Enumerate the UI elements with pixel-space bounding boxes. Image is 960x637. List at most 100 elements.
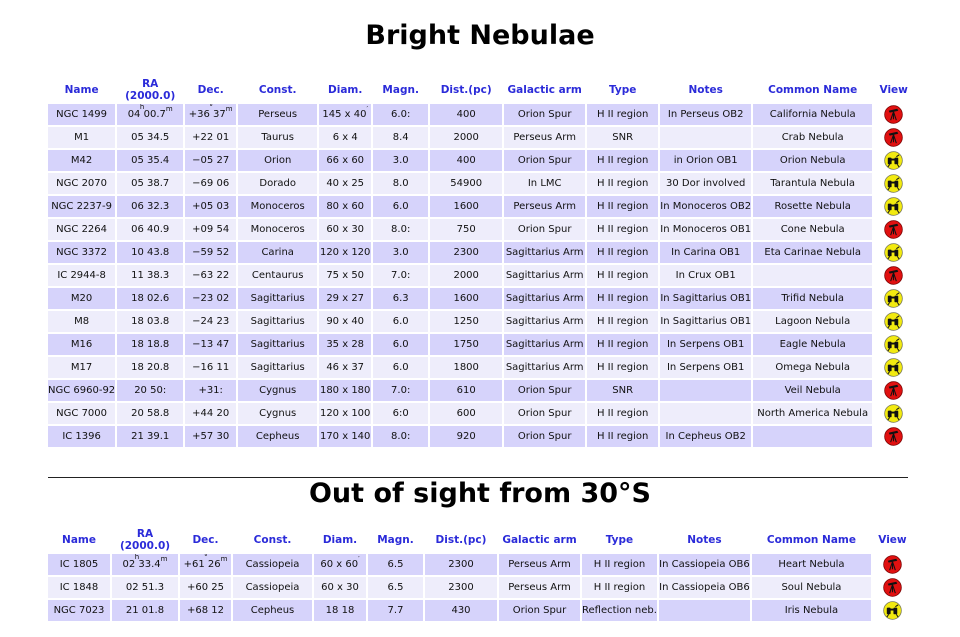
binoculars-icon[interactable] <box>884 174 903 193</box>
binoculars-icon[interactable] <box>884 243 903 262</box>
cell-type-container: H II region <box>587 265 659 286</box>
binoculars-icon[interactable] <box>884 358 903 377</box>
column-header[interactable]: Dist.(pc) <box>440 84 492 96</box>
cell-dec-container: −63 22 <box>185 265 237 286</box>
cell-name-container: M8 <box>48 311 116 332</box>
view-cell[interactable] <box>874 242 914 263</box>
cell-magn: 6.0: <box>391 109 411 120</box>
column-header[interactable]: Dec. <box>197 84 224 96</box>
column-header[interactable]: Notes <box>688 84 723 96</box>
cell-name-container: NGC 7023 <box>48 600 110 621</box>
cell-ra: 18 02.6 <box>131 293 170 304</box>
cell-magn-container: 6.0: <box>373 104 429 125</box>
binoculars-icon[interactable] <box>884 289 903 308</box>
binoculars-icon[interactable] <box>884 335 903 354</box>
view-cell[interactable] <box>874 334 914 355</box>
view-cell[interactable] <box>874 150 914 171</box>
cell-const: Taurus <box>261 132 294 143</box>
cell-const: Orion <box>264 155 292 166</box>
column-header[interactable]: Magn. <box>377 534 414 546</box>
cell-dist: 1800 <box>453 362 479 373</box>
column-header[interactable]: Type <box>605 534 634 546</box>
cell-diam: 90 x 40 <box>326 316 365 327</box>
column-header[interactable]: Const. <box>253 534 292 546</box>
column-header[interactable]: Common Name <box>768 84 858 96</box>
cell-diam: 6 x 4 <box>332 132 358 143</box>
telescope-icon[interactable] <box>884 427 903 446</box>
cell-const-container: Sagittarius <box>238 357 318 378</box>
telescope-icon[interactable] <box>884 381 903 400</box>
cell-dec: −24 23 <box>192 316 230 327</box>
telescope-icon[interactable] <box>883 555 902 574</box>
cell-name-container: IC 1805 <box>48 554 110 575</box>
view-cell[interactable] <box>872 600 912 621</box>
binoculars-icon[interactable] <box>884 197 903 216</box>
view-cell[interactable] <box>874 196 914 217</box>
cell-dist-container: 2300 <box>425 554 497 575</box>
binoculars-icon[interactable] <box>884 312 903 331</box>
column-header[interactable]: Diam. <box>322 534 358 546</box>
cell-magn: 6.3 <box>392 293 409 304</box>
view-cell[interactable] <box>872 577 912 598</box>
view-cell[interactable] <box>874 357 914 378</box>
cell-name-container: IC 1396 <box>48 426 116 447</box>
cell-dec-container: −23 02 <box>185 288 237 309</box>
view-cell[interactable] <box>874 219 914 240</box>
telescope-icon[interactable] <box>884 128 903 147</box>
column-header[interactable]: RA (2000.0) <box>119 528 171 552</box>
cell-diam: 145 x 40 <box>322 109 367 120</box>
telescope-icon[interactable] <box>884 105 903 124</box>
column-header[interactable]: Type <box>608 84 637 96</box>
binoculars-icon[interactable] <box>884 151 903 170</box>
column-header[interactable]: Galactic arm <box>502 534 577 546</box>
view-cell[interactable] <box>874 311 914 332</box>
column-header[interactable]: Const. <box>258 84 297 96</box>
cell-ra: 06 40.9 <box>131 224 170 235</box>
view-cell[interactable] <box>874 288 914 309</box>
cell-const-container: Cepheus <box>238 426 318 447</box>
cell-arm-container: Sagittarius Arm <box>504 311 586 332</box>
cell-notes: in Orion OB1 <box>673 155 738 166</box>
cell-magn: 6.5 <box>387 582 404 593</box>
cell-ra: 20 50: <box>134 385 167 396</box>
cell-const: Perseus <box>258 109 298 120</box>
telescope-icon[interactable] <box>884 266 903 285</box>
cell-magn: 6.0 <box>392 362 409 373</box>
telescope-icon[interactable] <box>883 578 902 597</box>
view-cell[interactable] <box>874 426 914 447</box>
column-header[interactable]: Name <box>64 84 99 96</box>
cell-type: H II region <box>593 559 646 570</box>
cell-dist: 1750 <box>453 339 479 350</box>
table-row: M42 05 35.4 −05 27 Orion 66 x 60 3.0 400 Orion … <box>48 150 914 171</box>
cell-arm-container: Orion Spur <box>504 380 586 401</box>
column-header[interactable]: Galactic arm <box>507 84 582 96</box>
column-header[interactable]: Diam. <box>328 84 363 96</box>
cell-notes-container <box>660 127 752 148</box>
view-cell[interactable] <box>874 380 914 401</box>
column-header[interactable]: RA (2000.0) <box>125 78 176 102</box>
binoculars-icon[interactable] <box>884 404 903 423</box>
view-cell[interactable] <box>874 403 914 424</box>
cell-type: H II region <box>596 155 649 166</box>
view-cell[interactable] <box>874 265 914 286</box>
cell-common-container: Orion Nebula <box>753 150 873 171</box>
column-header[interactable]: Dec. <box>192 534 219 546</box>
column-header[interactable]: Common Name <box>766 534 856 546</box>
cell-arm: Sagittarius Arm <box>505 362 584 373</box>
cell-arm: Orion Spur <box>517 385 572 396</box>
view-cell[interactable] <box>874 127 914 148</box>
column-header[interactable]: View <box>878 534 907 546</box>
cell-common: Iris Nebula <box>784 605 839 616</box>
column-header[interactable]: View <box>879 84 908 96</box>
view-cell[interactable] <box>874 104 914 125</box>
view-cell[interactable] <box>874 173 914 194</box>
column-header[interactable]: Notes <box>687 534 722 546</box>
cell-arm: Orion Spur <box>512 605 567 616</box>
cell-ra-container: 06 40.9 <box>117 219 184 240</box>
telescope-icon[interactable] <box>884 220 903 239</box>
column-header[interactable]: Magn. <box>382 84 419 96</box>
view-cell[interactable] <box>872 554 912 575</box>
column-header[interactable]: Dist.(pc) <box>435 534 487 546</box>
binoculars-icon[interactable] <box>883 601 902 620</box>
column-header[interactable]: Name <box>62 534 96 546</box>
